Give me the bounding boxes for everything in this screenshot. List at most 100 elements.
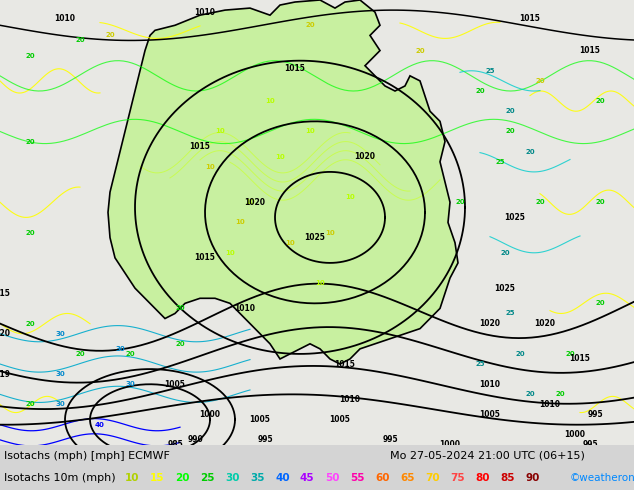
Text: 1000: 1000 [439,441,460,449]
Text: 20: 20 [505,128,515,134]
Text: 1025: 1025 [304,233,325,242]
Text: 10: 10 [245,199,255,205]
Text: 10: 10 [305,128,315,134]
Text: 20: 20 [595,300,605,306]
Text: 1000: 1000 [564,430,586,440]
Text: 10: 10 [205,164,215,170]
Text: 20: 20 [595,98,605,104]
Text: 1019: 1019 [0,369,11,379]
Text: 25: 25 [495,159,505,165]
Text: 20: 20 [515,351,525,357]
Text: Mo 27-05-2024 21:00 UTC (06+15): Mo 27-05-2024 21:00 UTC (06+15) [390,451,585,461]
Text: 50: 50 [325,473,339,483]
Text: 30: 30 [55,331,65,337]
Text: 1020: 1020 [479,319,500,328]
Text: 1020: 1020 [534,319,555,328]
Text: 1015: 1015 [285,64,306,74]
Text: 1000: 1000 [200,410,221,419]
Text: 20: 20 [595,199,605,205]
Text: 15: 15 [150,473,164,483]
Text: 30: 30 [225,473,240,483]
Text: 10: 10 [285,240,295,245]
Text: 40: 40 [95,422,105,428]
Text: 25: 25 [476,361,485,367]
Text: 1005: 1005 [330,415,351,424]
Text: 20: 20 [565,351,575,357]
Text: 1005: 1005 [250,415,271,424]
Text: 1015: 1015 [195,253,216,262]
Text: 20: 20 [415,48,425,53]
Text: 1025: 1025 [495,284,515,293]
Text: 1015: 1015 [0,289,10,298]
Text: 10: 10 [345,194,355,200]
Text: 10: 10 [215,128,225,134]
Text: 55: 55 [350,473,365,483]
Text: 1020: 1020 [245,198,266,207]
Text: 1025: 1025 [505,213,526,222]
Text: 1015: 1015 [335,360,356,368]
Text: 10: 10 [265,98,275,104]
Text: 65: 65 [400,473,415,483]
Text: 30: 30 [125,381,135,387]
Text: 90: 90 [525,473,540,483]
Polygon shape [108,0,458,364]
Text: 30: 30 [115,346,125,352]
Text: 1010: 1010 [235,304,256,313]
Text: 20: 20 [555,392,565,397]
Text: 1010: 1010 [540,400,560,409]
Text: 20: 20 [75,351,85,357]
Text: ©weatheronline.co.uk: ©weatheronline.co.uk [570,473,634,483]
Text: 45: 45 [300,473,314,483]
Text: 995: 995 [582,441,598,449]
Text: 25: 25 [505,311,515,317]
Text: 20: 20 [125,351,135,357]
Text: 20: 20 [175,341,185,347]
Text: 60: 60 [375,473,389,483]
Text: 10: 10 [275,154,285,160]
Text: 85: 85 [500,473,515,483]
Text: 20: 20 [105,32,115,38]
Text: 20: 20 [535,78,545,84]
Text: 1015: 1015 [579,46,600,55]
Text: 20: 20 [25,401,35,408]
Text: 995: 995 [257,435,273,444]
Text: 1010: 1010 [195,8,216,17]
Text: 10: 10 [315,280,325,286]
Text: 20: 20 [25,139,35,145]
Text: 1010: 1010 [55,14,75,23]
Text: 20: 20 [305,22,315,28]
Text: 70: 70 [425,473,439,483]
Text: 20: 20 [25,230,35,236]
Text: 1010: 1010 [479,380,500,389]
Text: 995: 995 [587,410,603,419]
Text: 1020: 1020 [354,152,375,161]
Text: 25: 25 [485,68,495,74]
Text: 1005: 1005 [165,380,185,389]
Text: 1020: 1020 [0,329,11,338]
Text: 20: 20 [505,108,515,114]
Text: Isotachs (mph) [mph] ECMWF: Isotachs (mph) [mph] ECMWF [4,451,170,461]
Text: 20: 20 [25,320,35,326]
Text: 20: 20 [525,148,535,155]
Text: 80: 80 [475,473,489,483]
Text: 40: 40 [275,473,290,483]
Text: 20: 20 [175,305,185,312]
Text: 10: 10 [125,473,139,483]
Text: 10: 10 [325,230,335,236]
Text: 10: 10 [225,250,235,256]
Text: 20: 20 [175,473,190,483]
Text: 20: 20 [535,199,545,205]
Text: 1015: 1015 [190,142,210,151]
Text: 985: 985 [167,441,183,449]
Text: 20: 20 [476,88,485,94]
Text: 990: 990 [187,435,203,444]
Text: 25: 25 [200,473,214,483]
Text: 1010: 1010 [339,395,361,404]
Text: 30: 30 [55,371,65,377]
Text: Isotachs 10m (mph): Isotachs 10m (mph) [4,473,115,483]
Text: 20: 20 [500,250,510,256]
Text: 20: 20 [455,199,465,205]
Text: 30: 30 [55,401,65,408]
Text: 1015: 1015 [569,354,590,364]
Text: 20: 20 [75,37,85,44]
